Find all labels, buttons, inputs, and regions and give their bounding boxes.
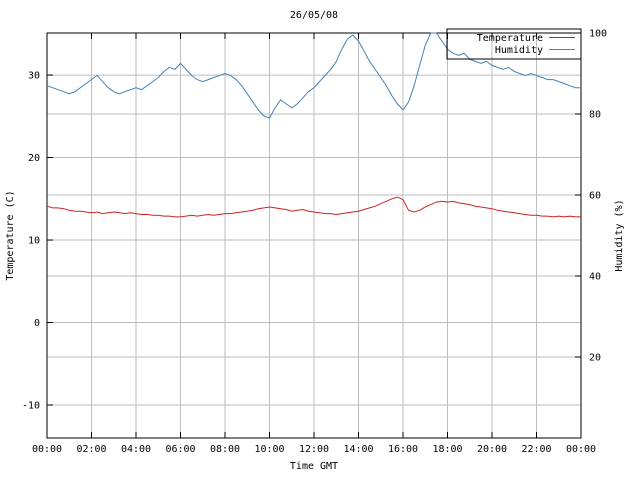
x-tick-label: 20:00: [477, 444, 507, 455]
x-tick-label: 18:00: [432, 444, 462, 455]
x-tick-label: 00:00: [566, 444, 596, 455]
x-tick-label: 04:00: [121, 444, 151, 455]
y-left-tick-label: 0: [34, 318, 40, 329]
chart-title: 26/05/08: [290, 10, 338, 21]
grid: [46, 32, 582, 438]
x-tick-label: 06:00: [165, 444, 195, 455]
y-left-tick-label: 10: [28, 236, 40, 247]
legend-label: Humidity: [495, 45, 543, 56]
y-left-axis-label: Temperature (C): [5, 190, 16, 280]
y-right-tick-label: 80: [589, 110, 601, 121]
legend-label: Temperature: [477, 33, 543, 44]
tick-marks: [46, 32, 582, 438]
y-right-tick-label: 20: [589, 353, 601, 364]
y-left-tick-label: 30: [28, 71, 40, 82]
tick-labels: 00:00 02:00 04:00 06:00 08:00 10:00 12:00 14:00…: [22, 29, 607, 456]
y-right-tick-label: 60: [589, 191, 601, 202]
x-tick-label: 00:00: [32, 444, 62, 455]
x-tick-label: 22:00: [521, 444, 551, 455]
x-tick-label: 02:00: [76, 444, 106, 455]
y-left-tick-label: -10: [22, 401, 40, 412]
y-left-tick-label: 20: [28, 153, 40, 164]
y-right-tick-label: 40: [589, 272, 601, 283]
x-tick-label: 08:00: [210, 444, 240, 455]
legend-box: [446, 28, 582, 60]
x-tick-label: 16:00: [388, 444, 418, 455]
x-tick-label: 10:00: [254, 444, 284, 455]
y-right-axis-label: Humidity (%): [614, 199, 625, 271]
x-tick-label: 14:00: [343, 444, 373, 455]
y-right-tick-label: 100: [589, 29, 607, 40]
x-axis-label: Time GMT: [290, 461, 338, 472]
humidity-series-line: [46, 32, 581, 119]
temperature-series-line: [46, 196, 581, 218]
x-tick-label: 12:00: [299, 444, 329, 455]
